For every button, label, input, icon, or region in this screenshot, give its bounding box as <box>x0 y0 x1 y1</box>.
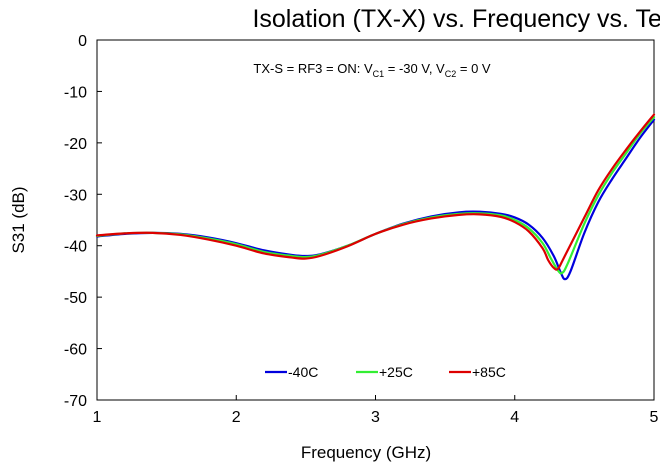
y-tick-label: -60 <box>64 342 87 359</box>
annotation-sub2: C2 <box>445 69 457 79</box>
legend-label: +85C <box>472 364 506 380</box>
chart-annotation: TX-S = RF3 = ON: VC1 = -30 V, VC2 = 0 V <box>253 61 490 79</box>
x-tick-label: 5 <box>650 409 659 426</box>
x-axis-label: Frequency (GHz) <box>301 443 431 462</box>
y-tick-label: -70 <box>64 393 87 410</box>
y-axis-label: S31 (dB) <box>9 186 28 253</box>
plot-frame <box>96 39 655 401</box>
series-line-2 <box>95 113 656 271</box>
y-tick-label: -30 <box>64 187 87 204</box>
y-tick-label: 0 <box>78 33 87 50</box>
y-axis-ticks: 0 -10 -20 -30 -40 -50 -60 -70 <box>64 33 102 410</box>
legend-label: -40C <box>288 364 318 380</box>
legend-label: +25C <box>379 364 413 380</box>
annotation-sub1: C1 <box>373 69 385 79</box>
x-axis-ticks: 1 2 3 4 5 <box>93 395 659 426</box>
series-group <box>95 113 656 281</box>
annotation-part2: = -30 V, V <box>384 61 445 76</box>
legend: -40C +25C +85C <box>265 364 506 380</box>
annotation-part3: = 0 V <box>456 61 491 76</box>
y-tick-label: -20 <box>64 136 87 153</box>
x-tick-label: 1 <box>93 409 102 426</box>
series-line-1 <box>95 116 656 275</box>
y-tick-label: -10 <box>64 84 87 101</box>
chart-title: Isolation (TX-X) vs. Frequency vs. Temp. <box>252 5 660 33</box>
x-tick-label: 4 <box>510 409 519 426</box>
y-tick-label: -50 <box>64 290 87 307</box>
annotation-part1: TX-S = RF3 = ON: V <box>253 61 373 76</box>
x-tick-label: 3 <box>371 409 380 426</box>
y-tick-label: -40 <box>64 239 87 256</box>
x-tick-label: 2 <box>232 409 241 426</box>
